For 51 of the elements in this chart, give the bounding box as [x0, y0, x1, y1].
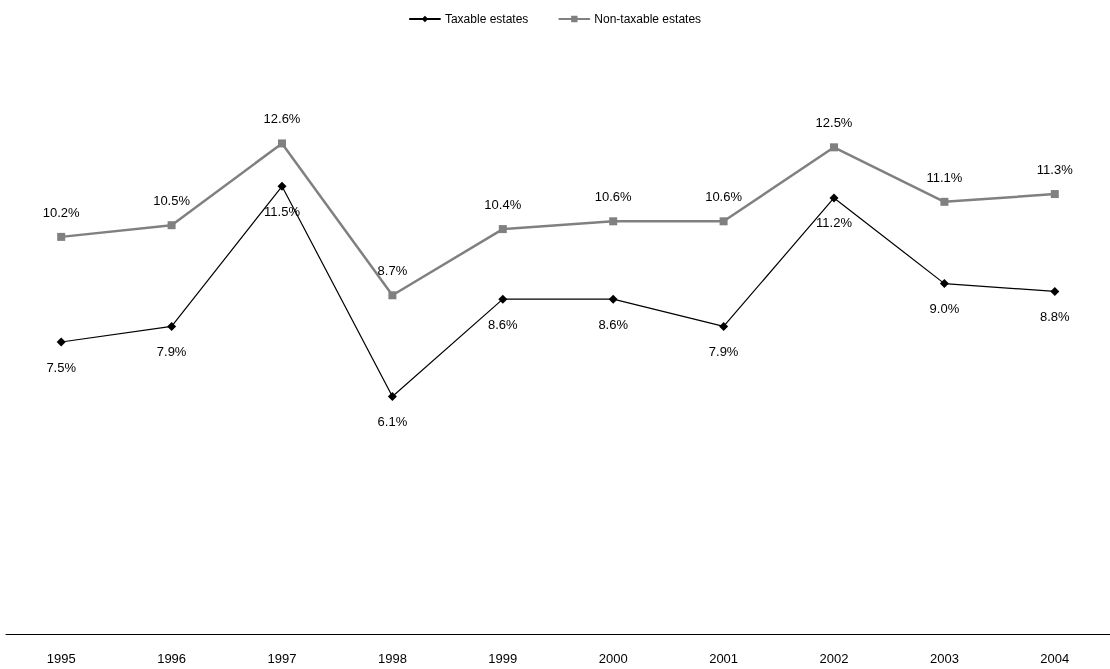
x-tick-label: 2003 — [929, 651, 959, 666]
point — [387, 392, 397, 402]
point — [829, 193, 839, 203]
data-label: 10.2% — [42, 204, 81, 220]
data-label: 7.9% — [156, 343, 187, 359]
x-tick-label: 2002 — [819, 651, 849, 666]
x-tick-label: 1995 — [46, 651, 76, 666]
point — [167, 321, 177, 331]
point — [1050, 286, 1060, 296]
x-tick-label: 1998 — [377, 651, 407, 666]
data-label: 7.9% — [708, 343, 739, 359]
point — [1050, 190, 1059, 199]
point — [498, 225, 507, 234]
legend-label: Taxable estates — [444, 12, 529, 26]
point — [719, 321, 729, 331]
data-label: 11.1% — [926, 169, 963, 185]
point — [167, 221, 176, 230]
point — [388, 291, 397, 300]
point — [940, 197, 949, 206]
data-label: 8.7% — [377, 263, 408, 279]
data-label: 8.8% — [1039, 308, 1071, 324]
data-label: 10.4% — [484, 197, 522, 213]
point — [609, 217, 618, 226]
data-label: 11.2% — [816, 215, 853, 231]
data-label: 10.5% — [153, 193, 191, 209]
data-label: 9.0% — [929, 301, 960, 317]
data-label: 7.5% — [46, 359, 77, 375]
data-label: 6.1% — [377, 414, 408, 430]
point — [608, 294, 618, 304]
x-tick-label: 1997 — [267, 651, 297, 666]
point — [939, 279, 949, 289]
data-label: 8.6% — [487, 316, 519, 332]
point — [57, 232, 66, 241]
point — [719, 217, 728, 226]
point — [56, 337, 66, 347]
point — [277, 181, 287, 191]
data-label: 8.6% — [598, 316, 629, 332]
x-tick-label: 2004 — [1040, 651, 1070, 666]
legend-label: Non-taxable estates — [594, 12, 702, 26]
x-tick-label: 1996 — [157, 651, 187, 666]
data-label: 10.6% — [705, 189, 743, 205]
data-label: 12.5% — [815, 115, 853, 131]
data-label: 11.3% — [1036, 162, 1074, 178]
point — [498, 294, 508, 304]
x-tick-label: 1999 — [488, 651, 518, 666]
data-label: 10.6% — [594, 189, 633, 205]
point — [278, 139, 286, 148]
point — [830, 143, 838, 152]
x-tick-label: 2000 — [598, 651, 628, 666]
data-label: 12.6% — [263, 111, 301, 127]
x-tick-label: 2001 — [709, 651, 739, 666]
